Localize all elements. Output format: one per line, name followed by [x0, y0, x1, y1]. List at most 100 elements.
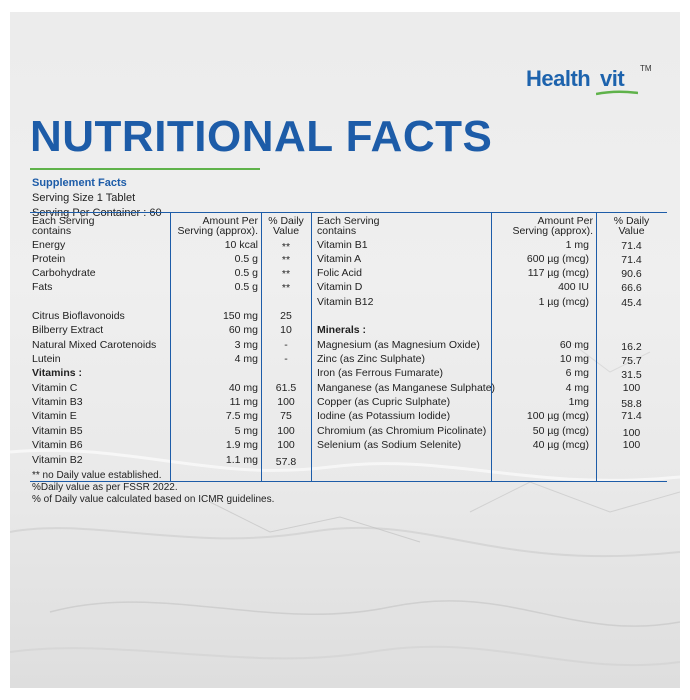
- nutrient-daily-value: 90.6: [621, 268, 642, 280]
- logo-health-text: Health: [526, 66, 591, 91]
- nutrient-daily-value: **: [281, 282, 291, 294]
- nutrient-amount: 60 mg: [228, 324, 258, 336]
- nutrient-name: Vitamin B12: [317, 296, 374, 308]
- nutrient-name: Iodine (as Potassium Iodide): [317, 410, 451, 422]
- logo-swoosh-icon: [596, 90, 638, 96]
- nutrient-daily-value: 71.4: [621, 240, 642, 252]
- nutrient-daily-value: 75.7: [621, 355, 642, 367]
- nutrient-daily-value: 75: [280, 410, 292, 422]
- nutrient-name: Vitamin B1: [317, 239, 368, 251]
- nutrient-amount: 1 µg (mcg): [538, 296, 589, 308]
- nutrient-daily-value: -: [284, 339, 288, 351]
- left-header-contains: contains: [32, 225, 72, 237]
- nutrient-daily-value: 25: [280, 310, 292, 322]
- nutrient-daily-value: **: [281, 241, 291, 253]
- nutrient-name: Magnesium (as Magnesium Oxide): [317, 339, 480, 351]
- nutrient-name: Zinc (as Zinc Sulphate): [317, 353, 425, 365]
- logo-vit-text: vit: [600, 66, 625, 91]
- serving-size: Serving Size 1 Tablet: [32, 192, 136, 204]
- nutrient-amount: 3 mg: [234, 339, 258, 351]
- nutrient-daily-value: 71.4: [621, 410, 642, 422]
- column-divider: [261, 213, 262, 481]
- nutrient-name: Vitamin B3: [32, 396, 83, 408]
- nutrient-daily-value: 100: [277, 396, 295, 408]
- left-header-value: Value: [272, 225, 300, 237]
- nutrient-name: Vitamin C: [32, 382, 78, 394]
- nutrient-daily-value: 100: [277, 425, 295, 437]
- nutrient-daily-value: 58.8: [621, 398, 642, 410]
- nutrient-amount: 0.5 g: [234, 253, 258, 265]
- nutrient-name: Citrus Bioflavonoids: [32, 310, 125, 322]
- nutrient-daily-value: 100: [622, 382, 641, 394]
- nutrient-amount: 600 µg (mcg): [526, 253, 589, 265]
- nutrient-daily-value: **: [281, 268, 291, 280]
- nutrient-amount: 1.9 mg: [225, 439, 258, 451]
- healthvit-logo: Health vit TM: [526, 64, 661, 98]
- nutrient-name: Fats: [32, 281, 53, 293]
- right-header-serving: Serving (approx).: [512, 225, 593, 237]
- nutrient-name: Carbohydrate: [32, 267, 96, 279]
- left-header-serving: Serving (approx).: [177, 225, 258, 237]
- nutrient-name: Vitamin A: [317, 253, 362, 265]
- nutrient-amount: 50 µg (mcg): [532, 425, 589, 437]
- nutrient-daily-value: 100: [622, 427, 641, 439]
- nutrient-name: Folic Acid: [317, 267, 362, 279]
- nutrient-daily-value: 10: [280, 324, 292, 336]
- nutrient-amount: 150 mg: [222, 310, 258, 322]
- nutrient-amount: 4 mg: [234, 353, 258, 365]
- section-label: Minerals :: [317, 324, 367, 336]
- title-underline: [30, 168, 260, 170]
- nutrient-daily-value: 45.4: [621, 297, 642, 309]
- nutrient-name: Vitamin E: [32, 410, 77, 422]
- servings-per-container: Serving Per Container : 60: [32, 207, 162, 219]
- nutrient-daily-value: **: [281, 254, 291, 266]
- marble-background: [10, 341, 680, 667]
- nutrient-name: Lutein: [32, 353, 61, 365]
- nutrition-panel: Health vit TM NUTRITIONAL FACTS Suppleme…: [10, 12, 680, 688]
- column-divider: [491, 213, 492, 481]
- nutrient-daily-value: 61.5: [275, 382, 297, 394]
- column-divider: [596, 213, 597, 481]
- supplement-facts-heading: Supplement Facts: [32, 177, 127, 189]
- right-header-contains: contains: [317, 225, 357, 237]
- footnote: ** no Daily value established.: [32, 470, 162, 481]
- right-header-daily: % Daily: [613, 215, 650, 227]
- nutrient-amount: 40 mg: [228, 382, 258, 394]
- nutrient-amount: 60 mg: [559, 339, 589, 351]
- nutrient-amount: 7.5 mg: [225, 410, 258, 422]
- nutrient-name: Selenium (as Sodium Selenite): [317, 439, 462, 451]
- nutrient-daily-value: -: [284, 353, 288, 365]
- left-header-amount: Amount Per: [202, 215, 258, 227]
- right-header-value: Value: [618, 225, 645, 237]
- nutrient-daily-value: 16.2: [621, 341, 642, 353]
- nutrient-amount: 11 mg: [229, 396, 258, 408]
- nutrient-amount: 1 mg: [565, 239, 589, 251]
- nutrient-daily-value: 100: [277, 439, 295, 451]
- column-divider: [170, 213, 171, 481]
- nutrient-name: Vitamin B5: [32, 425, 83, 437]
- nutrient-amount: 10 mg: [559, 353, 589, 365]
- nutrient-amount: 100 µg (mcg): [526, 410, 589, 422]
- nutrient-name: Vitamin D: [317, 281, 363, 293]
- nutrient-amount: 10 kcal: [224, 239, 258, 251]
- nutrient-amount: 117 µg (mcg): [527, 267, 589, 279]
- nutrient-name: Bilberry Extract: [32, 324, 104, 336]
- nutrient-amount: 400 IU: [558, 281, 589, 293]
- page-title: NUTRITIONAL FACTS: [30, 112, 493, 161]
- footnote: % of Daily value calculated based on ICM…: [32, 494, 275, 505]
- nutrient-name: Copper (as Cupric Sulphate): [317, 396, 451, 408]
- nutrient-amount: 0.5 g: [234, 281, 258, 293]
- nutrient-amount: 40 µg (mcg): [532, 439, 589, 451]
- nutrient-name: Vitamin B6: [32, 439, 83, 451]
- nutrient-name: Chromium (as Chromium Picolinate): [317, 425, 487, 437]
- nutrient-name: Natural Mixed Carotenoids: [32, 339, 157, 351]
- footnote: %Daily value as per FSSR 2022.: [32, 482, 178, 493]
- nutrient-name: Protein: [32, 253, 66, 265]
- column-divider: [311, 213, 312, 481]
- nutrient-amount: 5 mg: [234, 425, 258, 437]
- nutrient-daily-value: 31.5: [621, 369, 642, 381]
- left-header-each-serving: Each Serving: [32, 215, 95, 227]
- left-header-daily: % Daily: [268, 215, 304, 227]
- nutrient-name: Iron (as Ferrous Fumarate): [317, 367, 444, 379]
- nutrient-name: Energy: [32, 239, 66, 251]
